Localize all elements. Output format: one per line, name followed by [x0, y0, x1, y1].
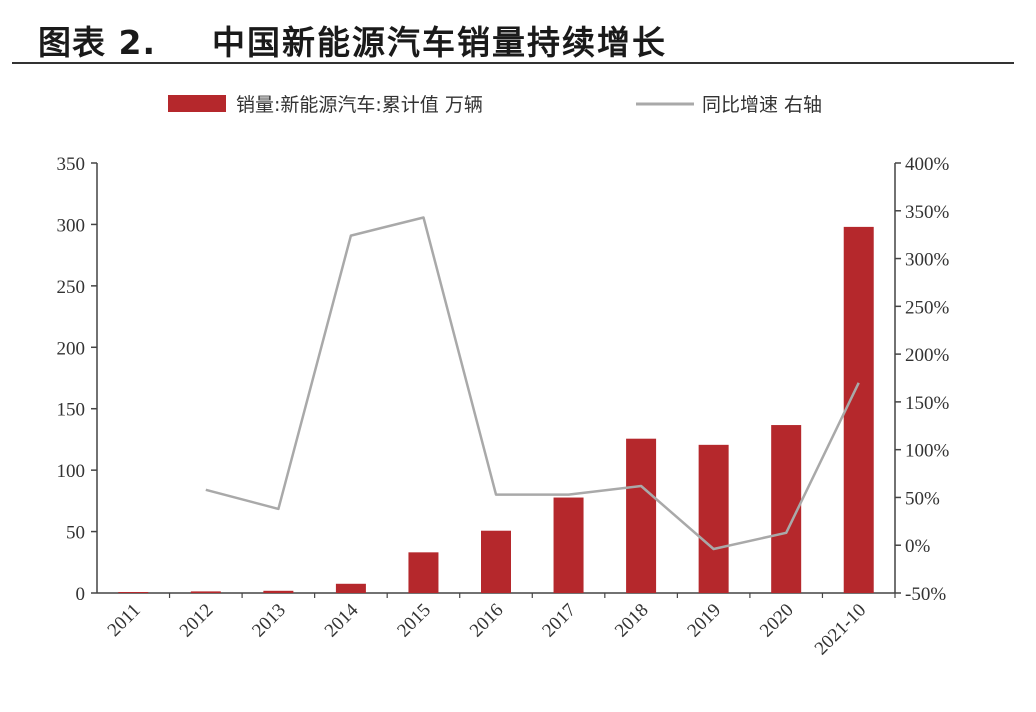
left-tick-label: 0	[76, 584, 86, 605]
x-tick-label-2011: 2011	[104, 600, 145, 641]
title-divider	[12, 62, 1014, 64]
left-tick-label: 250	[57, 277, 86, 298]
bar-2013	[263, 590, 294, 593]
growth-line	[205, 216, 860, 551]
right-tick-label: -50%	[905, 584, 946, 605]
bar-2017	[553, 497, 584, 593]
axes: 0 50 100 150 200 250 300 350 -50% 0% 50% 100% 150% 20…	[57, 154, 950, 605]
x-tick-label-2015: 2015	[393, 600, 435, 642]
x-tick-label-2021-10: 2021-10	[811, 600, 871, 660]
left-tick-label: 300	[57, 215, 86, 236]
right-tick-label: 350%	[905, 202, 950, 223]
legend-line-label: 同比增速 右轴	[702, 94, 822, 116]
bar-2016	[481, 530, 511, 593]
bar-2018	[626, 438, 657, 593]
x-tick-label-2018: 2018	[611, 600, 653, 642]
bar-2012	[190, 591, 221, 593]
left-tick-label: 100	[57, 461, 86, 482]
left-tick-label: 200	[57, 338, 86, 359]
right-tick-label: 50%	[905, 488, 940, 509]
right-tick-label: 100%	[905, 441, 950, 462]
x-tick-label-2016: 2016	[466, 600, 508, 642]
x-tick-label-2017: 2017	[538, 600, 580, 642]
x-axis-tick-labels: 2011 2012 2013 2014 2015 2016 2017 2018 2019 2020…	[104, 593, 896, 660]
x-tick-label-2012: 2012	[176, 600, 218, 642]
x-tick-label-2013: 2013	[248, 600, 290, 642]
legend-bar-swatch	[168, 95, 226, 112]
figure-label: 图表 2.	[38, 23, 156, 62]
right-tick-label: 200%	[905, 345, 950, 366]
right-tick-label: 150%	[905, 393, 950, 414]
right-tick-label: 400%	[905, 154, 950, 175]
legend: 销量:新能源汽车:累计值 万辆 同比增速 右轴	[168, 94, 822, 116]
left-tick-label: 150	[57, 400, 86, 421]
bar-2020	[771, 425, 802, 593]
legend-bar-label: 销量:新能源汽车:累计值 万辆	[236, 94, 483, 116]
bar-2011	[118, 592, 149, 593]
x-tick-label-2020: 2020	[756, 600, 798, 642]
right-tick-label: 250%	[905, 297, 950, 318]
figure-title: 中国新能源汽车销量持续增长	[212, 23, 667, 62]
bar-2021-10	[843, 226, 874, 593]
bar-2014	[335, 583, 366, 593]
left-tick-label: 50	[66, 523, 85, 544]
right-tick-label: 0%	[905, 536, 931, 557]
x-tick-label-2014: 2014	[321, 599, 363, 641]
figure-title-row: 图表 2. 中国新能源汽车销量持续增长	[22, 10, 1014, 62]
bar-series	[118, 226, 874, 593]
bar-2015	[408, 552, 439, 593]
growth-line-series	[205, 216, 860, 551]
bar-2019	[698, 444, 729, 593]
x-tick-label-2019: 2019	[683, 600, 725, 642]
right-tick-label: 300%	[905, 250, 950, 271]
left-tick-label: 350	[57, 154, 86, 175]
